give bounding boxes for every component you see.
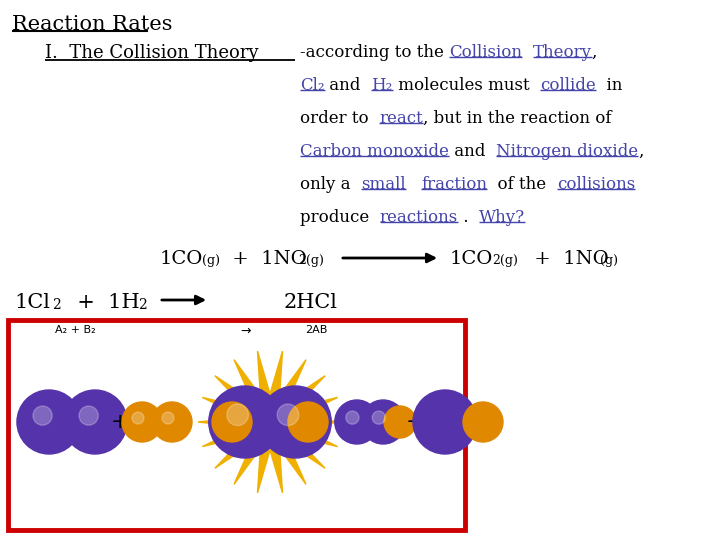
Circle shape <box>227 404 248 426</box>
Text: 1CO: 1CO <box>160 250 203 268</box>
Text: Nitrogen dioxide: Nitrogen dioxide <box>496 143 638 160</box>
Text: 1CO: 1CO <box>450 250 493 268</box>
Text: (g): (g) <box>202 254 220 267</box>
Circle shape <box>209 386 281 458</box>
Text: Theory: Theory <box>533 44 592 61</box>
Text: +  1NO: + 1NO <box>226 250 307 268</box>
Text: →: → <box>240 325 251 338</box>
Circle shape <box>212 402 252 442</box>
Circle shape <box>384 406 416 438</box>
Text: fraction: fraction <box>421 176 487 193</box>
Circle shape <box>463 402 503 442</box>
Text: 2(g): 2(g) <box>492 254 518 267</box>
Text: .: . <box>458 209 479 226</box>
Text: I.  The Collision Theory: I. The Collision Theory <box>45 44 258 62</box>
Text: collisions: collisions <box>557 176 635 193</box>
Text: , but in the reaction of: , but in the reaction of <box>423 110 611 127</box>
Text: molecules must: molecules must <box>392 77 540 94</box>
Circle shape <box>122 402 162 442</box>
Text: Cl₂: Cl₂ <box>300 77 325 94</box>
Bar <box>8 320 465 530</box>
Text: order to: order to <box>300 110 379 127</box>
Text: 2: 2 <box>138 298 147 312</box>
Text: reactions: reactions <box>379 209 458 226</box>
Text: (g): (g) <box>600 254 618 267</box>
Text: 2(g): 2(g) <box>298 254 324 267</box>
Circle shape <box>162 412 174 424</box>
Text: Collision: Collision <box>449 44 522 61</box>
Text: and: and <box>325 77 372 94</box>
Circle shape <box>413 390 477 454</box>
Circle shape <box>33 406 52 425</box>
Text: ,: , <box>592 44 597 61</box>
Text: +  1H: + 1H <box>64 293 140 312</box>
Circle shape <box>17 390 81 454</box>
Text: A₂ + B₂: A₂ + B₂ <box>55 325 96 335</box>
Circle shape <box>277 404 299 426</box>
Text: Why?: Why? <box>479 209 525 226</box>
Circle shape <box>79 406 98 425</box>
Text: collide: collide <box>540 77 595 94</box>
Text: react: react <box>379 110 423 127</box>
Text: H₂: H₂ <box>372 77 392 94</box>
Circle shape <box>152 402 192 442</box>
Circle shape <box>259 386 331 458</box>
Text: Reaction Rates: Reaction Rates <box>12 15 173 34</box>
Circle shape <box>132 412 144 424</box>
Text: 1Cl: 1Cl <box>14 293 50 312</box>
Text: of the: of the <box>487 176 557 193</box>
Text: 2HCl: 2HCl <box>284 293 338 312</box>
Text: and: and <box>449 143 496 160</box>
Circle shape <box>361 400 405 444</box>
Text: +: + <box>111 412 130 432</box>
Text: -according to the: -according to the <box>300 44 449 61</box>
Text: ,: , <box>638 143 643 160</box>
Circle shape <box>63 390 127 454</box>
Text: 2: 2 <box>52 298 60 312</box>
Circle shape <box>335 400 379 444</box>
Circle shape <box>346 411 359 424</box>
Text: Carbon monoxide: Carbon monoxide <box>300 143 449 160</box>
Text: small: small <box>361 176 405 193</box>
Text: +  1NO: + 1NO <box>528 250 608 268</box>
Text: 2AB: 2AB <box>305 325 328 335</box>
Circle shape <box>288 402 328 442</box>
Circle shape <box>372 411 385 424</box>
Text: in: in <box>595 77 622 94</box>
Text: only a: only a <box>300 176 361 193</box>
Text: +: + <box>405 412 424 432</box>
Polygon shape <box>198 351 342 493</box>
Text: produce: produce <box>300 209 379 226</box>
